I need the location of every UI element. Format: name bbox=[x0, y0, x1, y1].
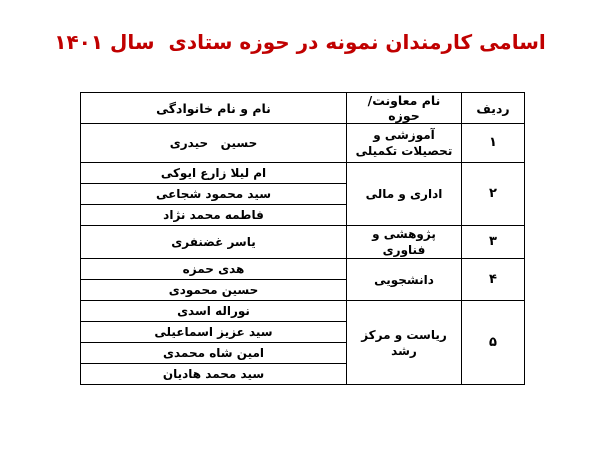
department-cell: اداری و مالی bbox=[346, 162, 462, 226]
table-header-row: ردیف نام معاونت/ حوزه نام و نام خانوادگی bbox=[80, 92, 525, 124]
employee-name-cell: سید محمود شجاعی bbox=[80, 183, 347, 205]
table-row: سید محمد هادیان bbox=[80, 363, 525, 386]
department-cell: پژوهشی و فناوری bbox=[346, 224, 462, 260]
department-cell: دانشجویی bbox=[346, 258, 462, 302]
employee-name-cell: یاسر غضنفری bbox=[80, 224, 347, 260]
row-number-cell: ۲ bbox=[461, 162, 525, 226]
header-department: نام معاونت/ حوزه bbox=[346, 92, 462, 124]
table-row: سید محمود شجاعی bbox=[80, 183, 525, 205]
header-full-name: نام و نام خانوادگی bbox=[80, 92, 347, 124]
table-row: فاطمه محمد نژاد bbox=[80, 204, 525, 226]
department-cell: آموزشی و تحصیلات تکمیلی bbox=[346, 123, 462, 163]
employee-name-cell: سید محمد هادیان bbox=[80, 363, 347, 386]
table-row: ۱ آموزشی و تحصیلات تکمیلی حسین حیدری bbox=[80, 123, 525, 163]
employee-name-cell: حسین محمودی bbox=[80, 279, 347, 302]
table-row: ۴ دانشجویی هدی حمزه bbox=[80, 258, 525, 302]
employee-name-cell: نوراله اسدی bbox=[80, 300, 347, 323]
employee-name-cell: ام لیلا زارع ایوکی bbox=[80, 162, 347, 184]
row-number-cell: ۴ bbox=[461, 258, 525, 302]
row-number-cell: ۱ bbox=[461, 123, 525, 163]
table-row: ۵ ریاست و مرکز رشد نوراله اسدی bbox=[80, 300, 525, 386]
row-number-cell: ۳ bbox=[461, 224, 525, 260]
employee-name-cell: فاطمه محمد نژاد bbox=[80, 204, 347, 226]
employee-name-cell: هدی حمزه bbox=[80, 258, 347, 281]
row-number-cell: ۵ bbox=[461, 300, 525, 386]
table-row: امین شاه محمدی bbox=[80, 342, 525, 365]
header-row-number: ردیف bbox=[461, 92, 525, 124]
exemplary-employees-table: ردیف نام معاونت/ حوزه نام و نام خانوادگی… bbox=[80, 92, 525, 386]
table-row: ۲ اداری و مالی ام لیلا زارع ایوکی bbox=[80, 162, 525, 226]
department-cell: ریاست و مرکز رشد bbox=[346, 300, 462, 386]
employee-name-cell: سید عزیز اسماعیلی bbox=[80, 321, 347, 344]
table-row: ۳ پژوهشی و فناوری یاسر غضنفری bbox=[80, 224, 525, 260]
document-title: اسامی کارمندان نمونه در حوزه ستادی سال ۱… bbox=[54, 30, 546, 54]
table-row: سید عزیز اسماعیلی bbox=[80, 321, 525, 344]
employee-name-cell: حسین حیدری bbox=[80, 123, 347, 163]
employee-name-cell: امین شاه محمدی bbox=[80, 342, 347, 365]
